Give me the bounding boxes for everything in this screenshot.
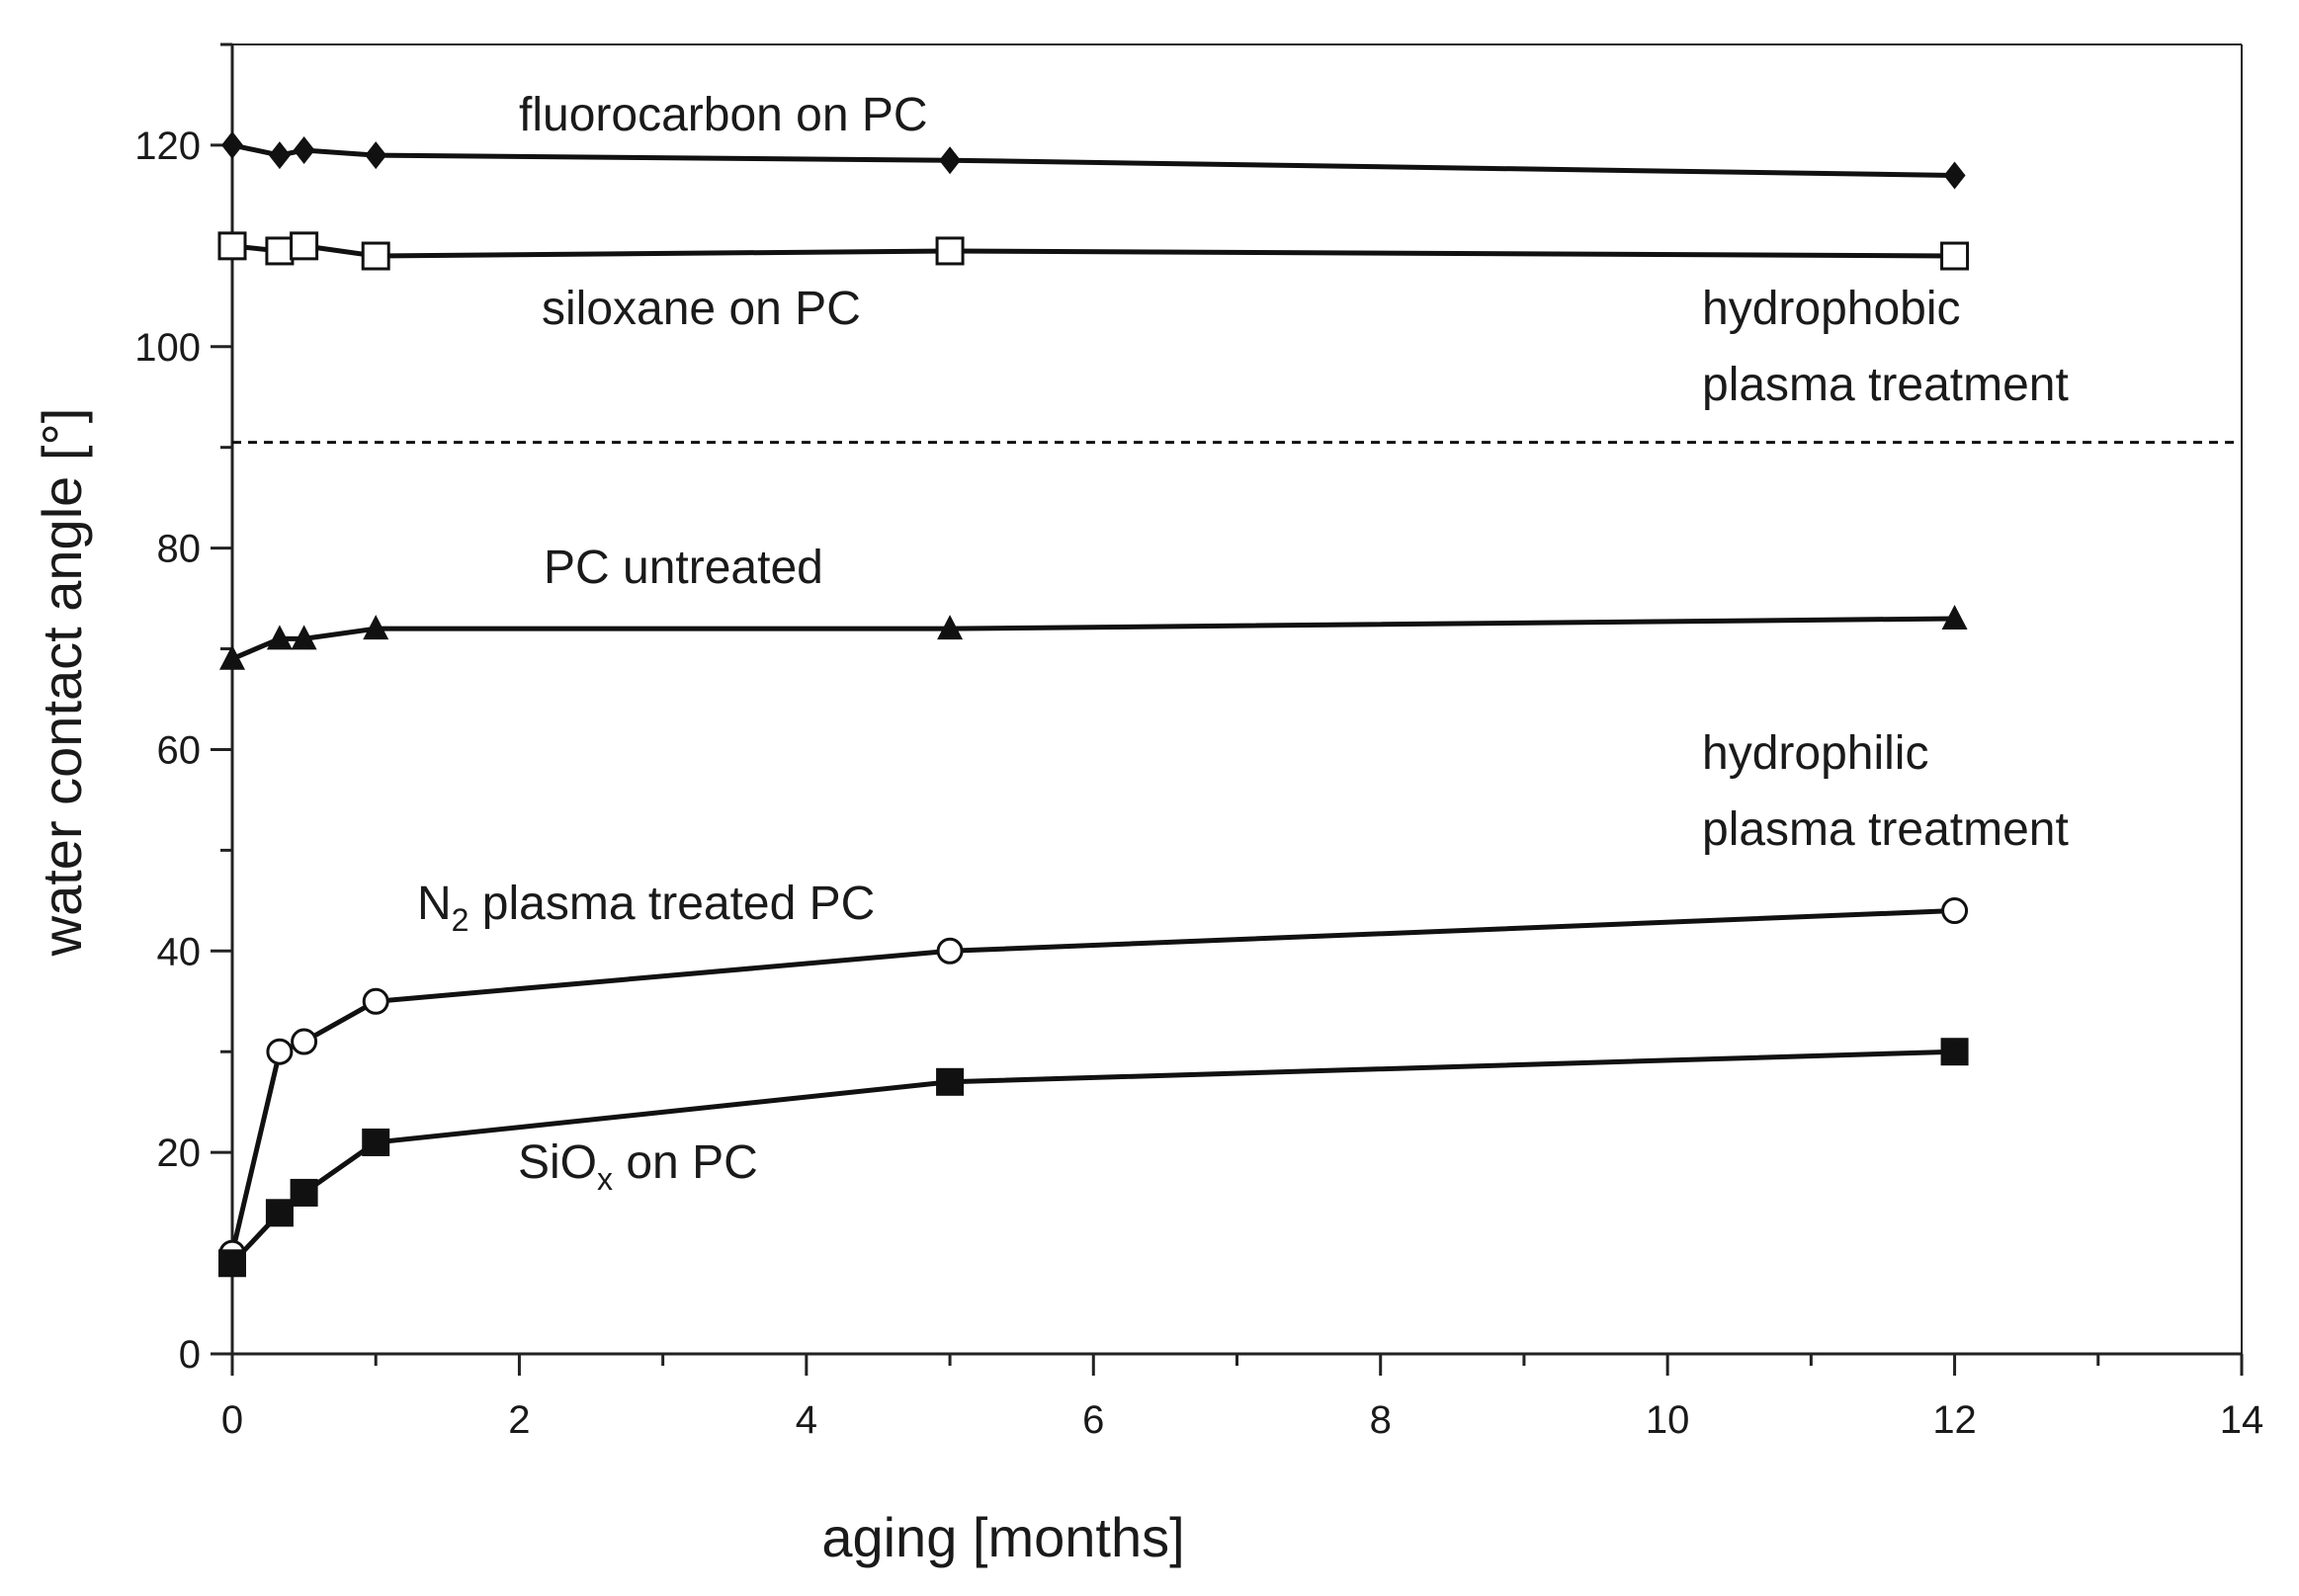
hydrophilic-label-line2: plasma treatment [1702,803,2069,856]
data-point-siox-on-pc [1940,1038,1969,1066]
y-tick-label: 40 [157,930,202,973]
data-point-n2-plasma-treated-pc [1941,897,1969,925]
x-tick-label: 12 [1932,1398,1977,1442]
pc-untreated-label: PC untreated [544,542,823,594]
data-point-n2-plasma-treated-pc [362,987,389,1015]
siox-main: SiO [518,1136,597,1189]
y-tick-label: 80 [157,528,202,571]
hydrophobic-label-line1: hydrophobic [1702,283,1961,335]
siox-label: SiOx on PC [518,1136,758,1197]
data-point-siox-on-pc [362,1128,390,1156]
y-tick-label: 120 [134,125,201,168]
x-tick-label: 6 [1082,1398,1104,1442]
siloxane-label: siloxane on PC [542,283,861,335]
data-point-siox-on-pc [218,1249,246,1278]
siox-rest: on PC [613,1136,758,1189]
data-point-siloxane-on-pc [1940,241,1970,271]
x-tick-label: 14 [2220,1398,2264,1442]
data-point-n2-plasma-treated-pc [936,937,964,965]
data-point-siox-on-pc [265,1199,294,1227]
series-n2-plasma-treated-pc [218,897,1969,1267]
n2-main: N [417,878,452,930]
x-tick-label: 10 [1646,1398,1690,1442]
series-line-n2-plasma-treated-pc [229,908,1955,1254]
data-point-fluorocarbon-on-pc [365,141,387,170]
y-axis-title: water contact angle [°] [31,408,93,958]
y-tick-label: 100 [134,326,201,370]
y-tick-label: 0 [179,1333,201,1377]
data-point-n2-plasma-treated-pc [291,1028,318,1055]
data-point-pc-untreated [1941,604,1968,630]
fluorocarbon-label: fluorocarbon on PC [519,89,928,141]
hydrophobic-label-line2: plasma treatment [1702,359,2069,411]
series-group [217,130,1970,1278]
x-tick-label: 0 [221,1398,243,1442]
data-point-siox-on-pc [936,1067,965,1096]
data-point-siloxane-on-pc [265,236,295,266]
data-point-siloxane-on-pc [361,241,390,271]
data-point-fluorocarbon-on-pc [221,130,243,159]
data-point-siloxane-on-pc [290,231,319,261]
data-point-siloxane-on-pc [935,236,965,266]
n2-subscript: 2 [452,902,469,938]
x-axis-title: aging [months] [821,1506,1184,1568]
data-point-siloxane-on-pc [217,231,247,261]
x-tick-label: 2 [508,1398,530,1442]
data-point-pc-untreated [937,615,964,640]
data-point-fluorocarbon-on-pc [939,146,962,175]
data-point-pc-untreated [291,625,317,650]
x-tick-label: 4 [796,1398,817,1442]
data-point-pc-untreated [363,615,389,640]
series-siloxane-on-pc [217,231,1970,271]
axes: 0 2 4 6 8 10 12 14 0 20 40 60 80 100 120 [134,42,2264,1442]
data-point-pc-untreated [266,625,293,650]
y-tick-label: 20 [157,1132,202,1175]
hydrophilic-label-line1: hydrophilic [1702,727,1928,780]
series-fluorocarbon-on-pc [221,130,1966,190]
series-siox-on-pc [218,1038,1969,1278]
n2-plasma-label: N2 plasma treated PC [417,878,875,938]
data-point-fluorocarbon-on-pc [293,136,315,165]
series-pc-untreated [219,604,1968,670]
n2-rest: plasma treated PC [468,878,875,930]
data-point-siox-on-pc [290,1178,318,1207]
x-tick-label: 8 [1370,1398,1392,1442]
data-point-n2-plasma-treated-pc [266,1038,294,1065]
data-point-fluorocarbon-on-pc [268,141,291,170]
siox-subscript: x [597,1161,613,1197]
data-point-pc-untreated [219,644,245,670]
y-tick-label: 60 [157,728,202,772]
data-point-fluorocarbon-on-pc [1943,161,1966,190]
